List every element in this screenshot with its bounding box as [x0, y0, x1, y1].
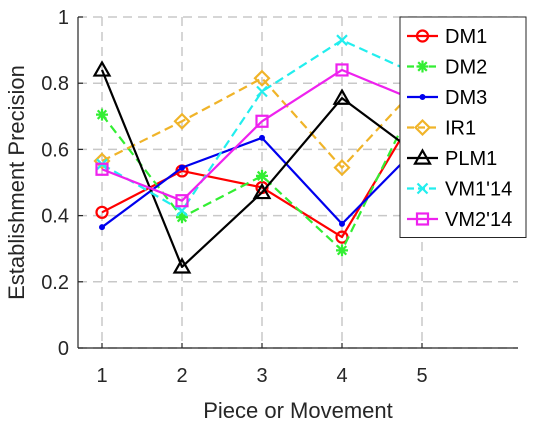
- data-point: [333, 159, 351, 177]
- legend-item: DM2: [407, 57, 487, 79]
- data-point: [95, 162, 109, 176]
- data-point: [175, 194, 189, 208]
- legend-label: DM1: [445, 26, 487, 48]
- series-line: [101, 39, 423, 212]
- x-axis-label: Piece or Movement: [203, 398, 393, 423]
- data-point: [336, 244, 348, 257]
- data-point: [336, 34, 348, 46]
- data-point: [93, 152, 111, 170]
- legend-item: VM1'14: [407, 179, 512, 201]
- data-point: [96, 108, 108, 121]
- legend-marker: [413, 148, 432, 165]
- legend-label: PLM1: [445, 148, 497, 170]
- data-point: [172, 257, 192, 274]
- data-point: [95, 205, 109, 219]
- axes: [77, 16, 518, 349]
- legend-marker: [416, 60, 429, 73]
- y-tick-label: 0: [58, 338, 69, 360]
- legend-label: IR1: [445, 118, 476, 140]
- legend-marker: [415, 212, 430, 226]
- data-point: [256, 85, 268, 98]
- data-point: [256, 169, 268, 182]
- data-point: [332, 88, 352, 105]
- data-point: [252, 182, 272, 200]
- legend-label: DM2: [445, 57, 487, 79]
- legend-marker: [416, 182, 429, 195]
- y-tick-label: 0.6: [41, 139, 69, 161]
- y-tick-label: 1: [58, 7, 69, 29]
- legend-item: PLM1: [407, 148, 497, 170]
- legend-item: IR1: [407, 118, 476, 140]
- x-tick-label: 3: [256, 365, 267, 387]
- data-point: [339, 220, 345, 227]
- y-axis-label: Establishment Precision: [4, 65, 29, 300]
- x-tick-label: 5: [416, 365, 427, 387]
- data-point: [259, 134, 265, 141]
- y-tick-label: 0.4: [41, 206, 69, 228]
- legend-marker: [413, 118, 432, 137]
- data-point: [255, 114, 269, 128]
- x-tick-label: 1: [96, 365, 107, 387]
- data-point: [179, 164, 185, 171]
- data-point: [253, 69, 271, 87]
- legend-item: DM3: [407, 87, 487, 109]
- legend-marker: [415, 29, 430, 43]
- legend-marker: [419, 94, 426, 100]
- x-tick-label: 4: [336, 365, 347, 387]
- x-tick-label: 2: [176, 365, 187, 387]
- data-point: [92, 60, 112, 77]
- y-tick-label: 0.8: [41, 73, 69, 95]
- legend-label: DM3: [445, 87, 487, 109]
- legend: DM1 DM2 DM3 IR1 PLM1 VM1'14 VM2'14: [399, 16, 527, 238]
- data-point: [173, 112, 191, 130]
- legend-label: VM2'14: [445, 209, 512, 231]
- tick-labels: 1 2 3 4 5 0 0.2 0.4 0.6 0.8 1: [41, 7, 427, 387]
- series-line: [101, 68, 423, 202]
- y-tick-label: 0.2: [41, 272, 69, 294]
- data-point: [99, 224, 105, 231]
- legend-item: VM2'14: [407, 209, 512, 231]
- series-line: [101, 77, 423, 169]
- series-line: [100, 69, 423, 269]
- legend-label: VM1'14: [445, 179, 512, 201]
- data-point: [335, 63, 349, 77]
- data-point: [176, 211, 188, 224]
- legend-item: DM1: [407, 26, 487, 48]
- series-line: [101, 86, 423, 252]
